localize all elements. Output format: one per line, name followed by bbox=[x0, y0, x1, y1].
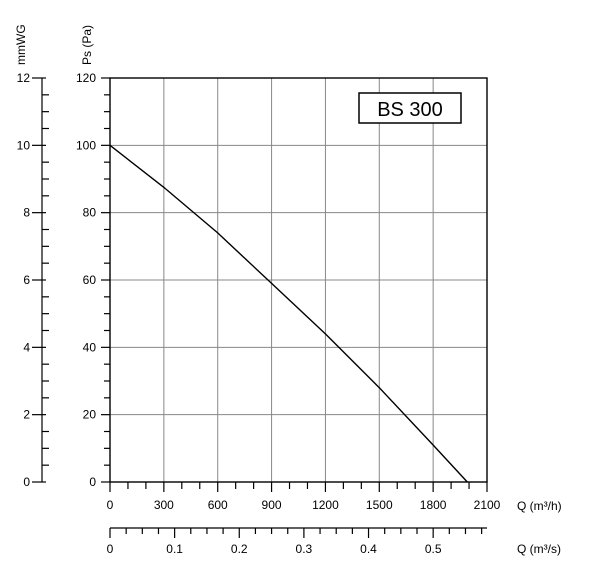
y2-tick-label: 12 bbox=[17, 71, 31, 85]
y2-tick-label: 8 bbox=[23, 206, 30, 220]
y2-tick-label: 0 bbox=[23, 475, 30, 489]
grid-lines bbox=[109, 77, 488, 483]
title-box: BS 300 bbox=[358, 92, 462, 124]
x-tick-label: 900 bbox=[262, 498, 282, 512]
x-tick-label: 600 bbox=[208, 498, 228, 512]
series-line bbox=[109, 144, 468, 483]
y-tick-label: 40 bbox=[83, 340, 97, 354]
x-tick-label: 300 bbox=[154, 498, 174, 512]
x2-tick-label: 0.4 bbox=[360, 542, 377, 556]
y2-tick-label: 6 bbox=[23, 273, 30, 287]
y-tick-label: 80 bbox=[83, 206, 97, 220]
y-axis-label-mmwg: mmWG bbox=[14, 24, 28, 65]
y-tick-label: 100 bbox=[76, 138, 96, 152]
y-tick-label: 20 bbox=[83, 408, 97, 422]
x2-tick-label: 0.3 bbox=[296, 542, 313, 556]
y-axis-label-pa: Ps (Pa) bbox=[80, 25, 94, 65]
x2-tick-label: 0.1 bbox=[166, 542, 183, 556]
tick-marks bbox=[32, 77, 488, 538]
x-tick-label: 0 bbox=[107, 498, 114, 512]
x-axis-label-m3s: Q (m³/s) bbox=[517, 542, 561, 556]
chart-title: BS 300 bbox=[377, 99, 443, 121]
y-tick-label: 120 bbox=[76, 71, 96, 85]
y-tick-label: 60 bbox=[83, 273, 97, 287]
x2-tick-label: 0 bbox=[107, 542, 114, 556]
x-axis-label-m3h: Q (m³/h) bbox=[517, 499, 562, 513]
series-layer bbox=[109, 144, 468, 483]
x-tick-label: 1200 bbox=[312, 498, 339, 512]
y2-tick-label: 2 bbox=[23, 408, 30, 422]
x-tick-label: 1800 bbox=[420, 498, 447, 512]
x2-tick-label: 0.2 bbox=[231, 542, 248, 556]
x-tick-label: 2100 bbox=[474, 498, 501, 512]
x2-tick-label: 0.5 bbox=[425, 542, 442, 556]
y2-tick-label: 10 bbox=[17, 138, 31, 152]
y-tick-label: 0 bbox=[89, 475, 96, 489]
x-tick-label: 1500 bbox=[366, 498, 393, 512]
y2-tick-label: 4 bbox=[23, 340, 30, 354]
